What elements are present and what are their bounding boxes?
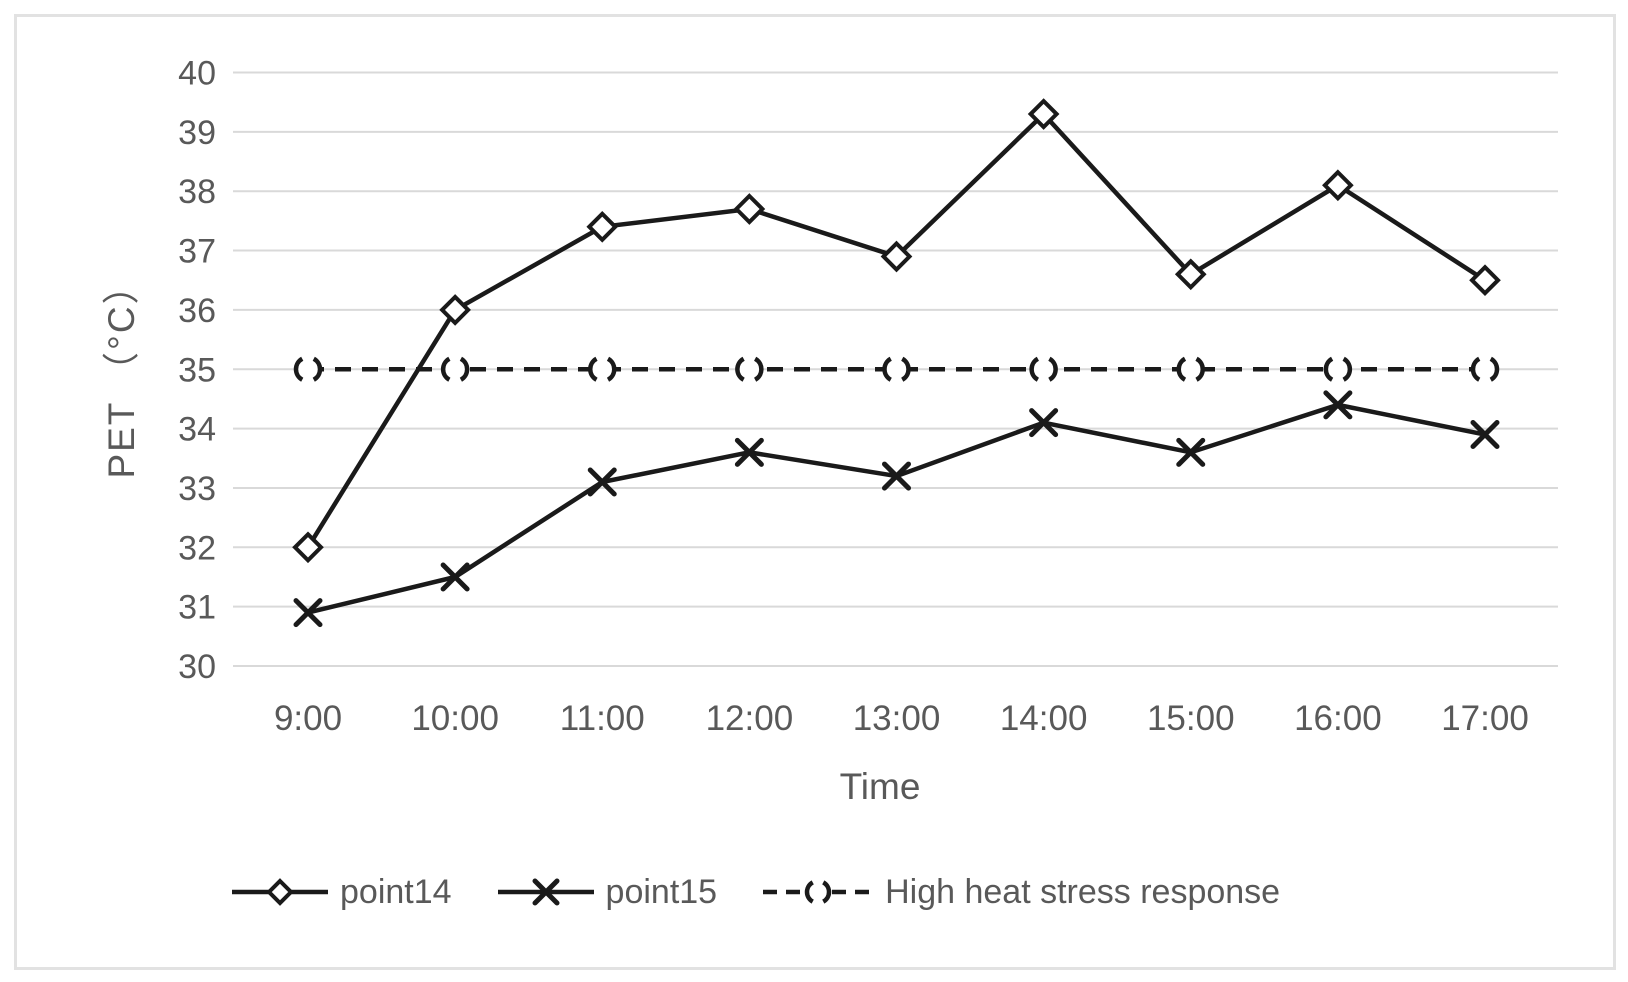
y-tick-label: 37 xyxy=(178,233,216,271)
diamond-marker xyxy=(1174,258,1207,291)
legend-item-high-heat-stress-response: High heat stress response xyxy=(763,872,1280,912)
x-marker xyxy=(532,878,560,906)
x-marker xyxy=(1029,408,1059,438)
diamond-marker xyxy=(266,878,294,906)
x-tick-label: 14:00 xyxy=(1000,699,1088,738)
y-tick-label: 36 xyxy=(178,292,216,330)
y-tick-label: 32 xyxy=(178,529,216,567)
y-tick-label: 30 xyxy=(178,648,216,686)
series-line-point14 xyxy=(306,110,1487,549)
dashed-circle-marker xyxy=(293,355,323,384)
x-tick-label: 9:00 xyxy=(274,699,342,738)
diamond-marker xyxy=(733,193,766,225)
dashed-circle-marker xyxy=(735,355,764,384)
y-axis-title: PET （°C） xyxy=(101,265,142,479)
x-marker xyxy=(440,562,470,592)
y-tick-label: 33 xyxy=(178,470,216,508)
x-tick-label: 17:00 xyxy=(1441,699,1529,738)
diamond-marker xyxy=(1027,98,1060,130)
dashed-circle-marker xyxy=(1029,355,1058,384)
x-tick-label: 13:00 xyxy=(853,699,941,738)
dashed-circle-marker xyxy=(1323,355,1353,384)
y-tick-label: 35 xyxy=(178,351,216,389)
legend-label: point14 xyxy=(340,872,452,911)
x-marker xyxy=(1470,420,1500,450)
x-marker-icon xyxy=(497,878,594,906)
x-tick-label: 11:00 xyxy=(560,699,645,738)
x-marker xyxy=(1323,390,1353,420)
legend: point14 point15 High heat stress respons… xyxy=(232,872,1280,912)
dashed-circle-marker xyxy=(1470,355,1500,384)
x-marker xyxy=(293,598,323,628)
x-tick-label: 15:00 xyxy=(1147,699,1235,738)
diamond-marker xyxy=(880,240,913,273)
y-tick-label: 31 xyxy=(178,589,216,627)
y-tick-label: 38 xyxy=(178,173,216,211)
dashed-circle-marker xyxy=(1176,355,1205,384)
legend-label: point15 xyxy=(605,872,718,911)
x-marker xyxy=(587,467,617,497)
x-axis-title: Time xyxy=(839,766,921,807)
legend-item-point15: point15 xyxy=(497,872,718,912)
legend-label: High heat stress response xyxy=(885,872,1281,911)
y-tick-label: 34 xyxy=(178,411,216,449)
x-tick-label: 10:00 xyxy=(411,699,499,738)
y-tick-label: 39 xyxy=(178,114,216,152)
dashed-circle-marker-icon xyxy=(763,878,874,906)
series-line-point15 xyxy=(307,402,1486,615)
diamond-marker xyxy=(586,210,619,243)
diamond-marker-icon xyxy=(232,878,328,906)
diamond-marker xyxy=(1322,169,1354,202)
diamond-marker xyxy=(292,531,324,564)
dashed-circle-marker xyxy=(882,355,911,384)
dashed-circle-marker xyxy=(804,878,832,906)
x-tick-label: 12:00 xyxy=(706,699,794,738)
x-marker xyxy=(882,461,911,491)
legend-item-point14: point14 xyxy=(232,872,452,912)
dashed-circle-marker xyxy=(440,355,470,384)
diamond-marker xyxy=(1469,264,1501,297)
y-tick-label: 40 xyxy=(178,55,216,93)
x-marker xyxy=(1176,437,1206,467)
diamond-marker xyxy=(439,294,471,326)
dashed-circle-marker xyxy=(588,355,617,384)
x-tick-label: 16:00 xyxy=(1294,699,1382,738)
x-marker xyxy=(734,437,764,467)
